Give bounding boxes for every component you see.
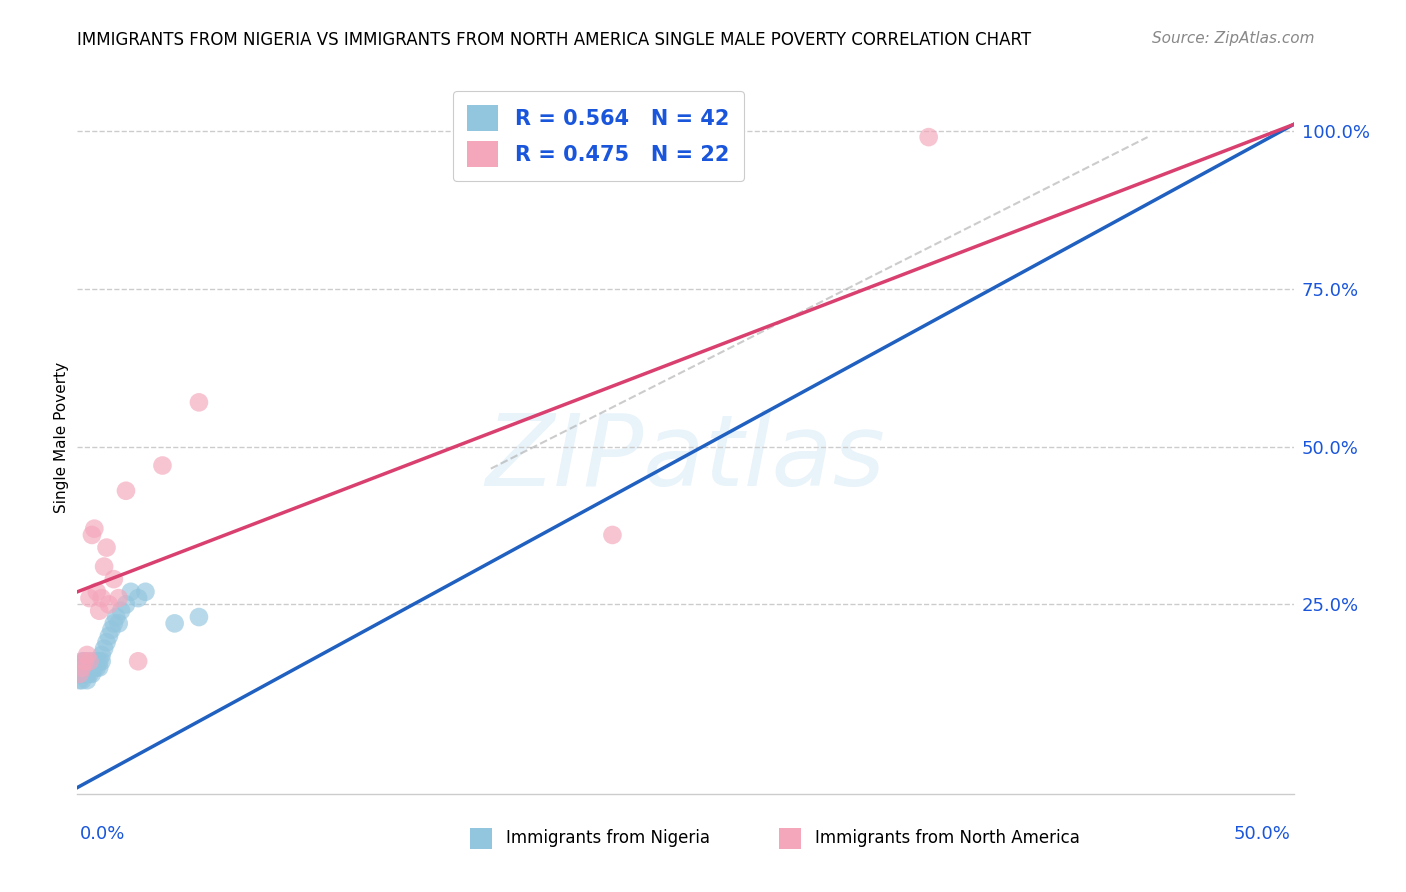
Point bbox=[602, 130, 624, 145]
Point bbox=[103, 616, 125, 631]
Point bbox=[107, 616, 129, 631]
Point bbox=[69, 660, 91, 674]
Point bbox=[127, 591, 149, 606]
Point bbox=[79, 591, 101, 606]
Point bbox=[90, 648, 112, 662]
Point bbox=[83, 654, 105, 668]
Point bbox=[96, 541, 118, 555]
Legend: R = 0.564   N = 42, R = 0.475   N = 22: R = 0.564 N = 42, R = 0.475 N = 22 bbox=[453, 91, 744, 181]
Point bbox=[90, 654, 112, 668]
Point bbox=[80, 666, 103, 681]
Point bbox=[76, 648, 98, 662]
Point bbox=[89, 654, 111, 668]
Point bbox=[70, 660, 93, 674]
Point bbox=[188, 610, 211, 624]
Point bbox=[80, 660, 103, 674]
Point bbox=[79, 654, 101, 668]
Point bbox=[110, 604, 132, 618]
Point bbox=[93, 559, 115, 574]
Point bbox=[134, 584, 156, 599]
Point bbox=[80, 528, 103, 542]
Point bbox=[83, 660, 105, 674]
Point bbox=[70, 666, 93, 681]
Point bbox=[69, 666, 91, 681]
Point bbox=[120, 584, 142, 599]
Point bbox=[73, 654, 96, 668]
Text: 0.0%: 0.0% bbox=[80, 825, 125, 843]
Point bbox=[107, 591, 129, 606]
Point bbox=[76, 660, 98, 674]
Point bbox=[73, 660, 96, 674]
Point bbox=[89, 604, 111, 618]
Point bbox=[163, 616, 186, 631]
Point bbox=[86, 584, 108, 599]
Text: Source: ZipAtlas.com: Source: ZipAtlas.com bbox=[1152, 31, 1315, 46]
Point bbox=[79, 654, 101, 668]
Point bbox=[70, 660, 93, 674]
Point bbox=[69, 673, 91, 688]
Point bbox=[70, 673, 93, 688]
Text: 50.0%: 50.0% bbox=[1234, 825, 1291, 843]
Point bbox=[188, 395, 211, 409]
Point bbox=[89, 660, 111, 674]
Point bbox=[97, 598, 120, 612]
Point bbox=[97, 629, 120, 643]
Point bbox=[602, 528, 624, 542]
Point bbox=[152, 458, 174, 473]
Point bbox=[73, 666, 96, 681]
Point bbox=[83, 522, 105, 536]
Point bbox=[79, 660, 101, 674]
Point bbox=[73, 654, 96, 668]
Point bbox=[100, 623, 122, 637]
Point bbox=[86, 660, 108, 674]
Text: Immigrants from Nigeria: Immigrants from Nigeria bbox=[506, 830, 710, 847]
Point bbox=[79, 666, 101, 681]
Point bbox=[105, 610, 128, 624]
Point bbox=[103, 572, 125, 586]
Text: Immigrants from North America: Immigrants from North America bbox=[815, 830, 1080, 847]
Point bbox=[115, 598, 138, 612]
Point bbox=[90, 591, 112, 606]
Point bbox=[69, 666, 91, 681]
Point bbox=[93, 641, 115, 656]
Point bbox=[115, 483, 138, 498]
Point bbox=[76, 666, 98, 681]
Point bbox=[918, 130, 941, 145]
Point bbox=[70, 654, 93, 668]
Point bbox=[96, 635, 118, 649]
Point bbox=[127, 654, 149, 668]
Text: IMMIGRANTS FROM NIGERIA VS IMMIGRANTS FROM NORTH AMERICA SINGLE MALE POVERTY COR: IMMIGRANTS FROM NIGERIA VS IMMIGRANTS FR… bbox=[77, 31, 1032, 49]
Point bbox=[86, 654, 108, 668]
Point bbox=[503, 130, 526, 145]
Text: ZIPatlas: ZIPatlas bbox=[485, 410, 886, 507]
Y-axis label: Single Male Poverty: Single Male Poverty bbox=[53, 361, 69, 513]
Point bbox=[76, 673, 98, 688]
